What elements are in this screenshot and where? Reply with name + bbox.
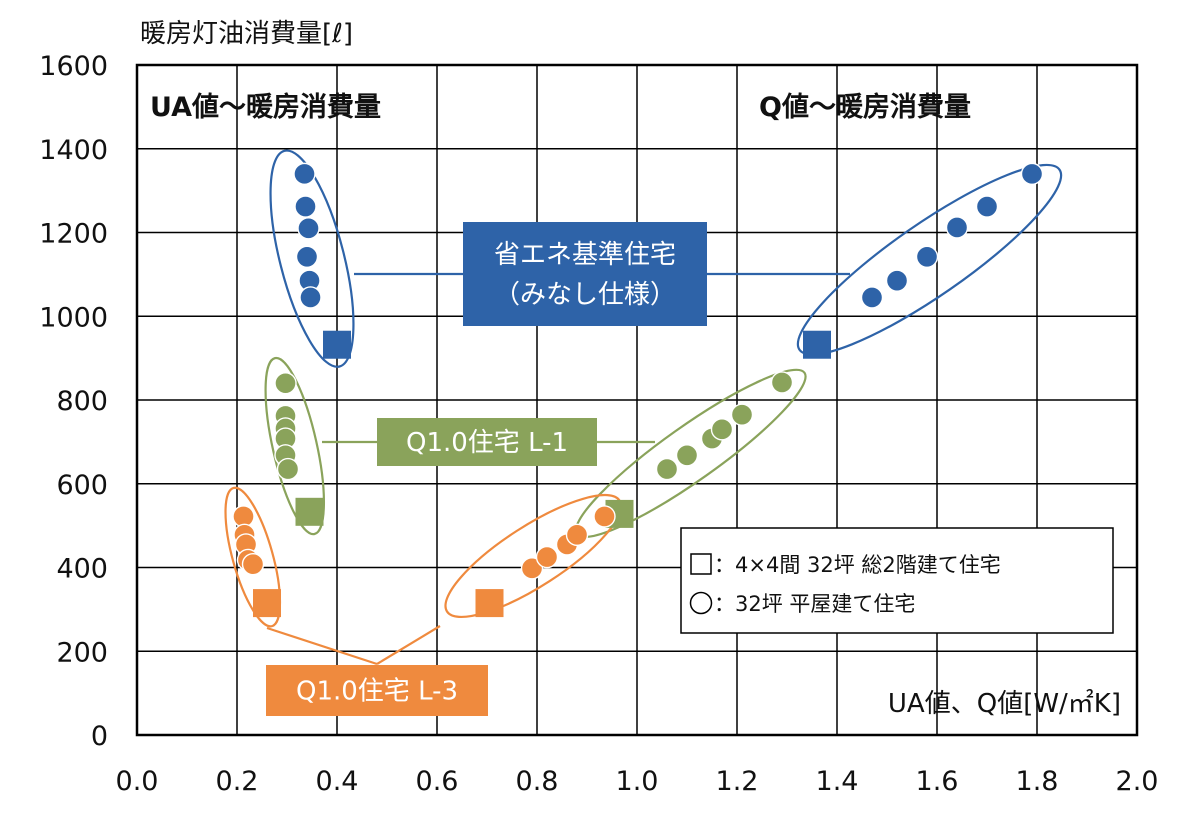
panel-title-right: Q値～暖房消費量 xyxy=(759,92,971,123)
data-point-circle xyxy=(520,557,544,580)
x-tick-label: 2.0 xyxy=(1116,766,1159,797)
data-point-circle xyxy=(295,245,319,268)
connector-orange-left xyxy=(266,626,378,666)
legend: ：4×4間 32坪 総2階建て住宅 ：32坪 平屋建て住宅 xyxy=(680,527,1114,634)
y-tick-label: 1600 xyxy=(39,51,108,82)
y-tick-labels: 0 200 400 600 800 1000 1200 1400 1600 xyxy=(39,51,108,752)
ellipse-blue-ua xyxy=(269,149,355,368)
data-point-circle xyxy=(276,457,300,481)
series-label-boxes: 省エネ基準住宅 （みなし仕様） Q1.0住宅 L-1 Q1.0住宅 L-3 xyxy=(266,222,707,716)
series-label-1: 省エネ基準住宅 （みなし仕様） xyxy=(463,222,707,326)
data-point-circle xyxy=(915,245,939,268)
series-label-2: Q1.0住宅 L-1 xyxy=(377,418,597,466)
data-point-circle xyxy=(293,162,316,186)
x-tick-label: 1.2 xyxy=(716,766,759,797)
data-point-square xyxy=(475,589,504,618)
y-tick-label: 200 xyxy=(56,637,108,668)
y-tick-label: 1200 xyxy=(39,219,108,250)
x-tick-label: 1.8 xyxy=(1016,766,1059,797)
legend-box xyxy=(680,527,1114,634)
panel-title-left: UA値～暖房消費量 xyxy=(150,92,381,123)
data-point-circle xyxy=(1020,162,1044,186)
plot-area-border xyxy=(135,63,1139,737)
connector-orange-right xyxy=(376,625,441,665)
series-label-box xyxy=(463,222,707,326)
ellipse-green-ua xyxy=(264,356,326,536)
data-point-circle xyxy=(294,195,317,218)
data-point-circle xyxy=(675,444,699,467)
legend-entry-1-text: ：4×4間 32坪 総2階建て住宅 xyxy=(714,553,1001,577)
data-point-square xyxy=(323,330,351,359)
ellipse-orange-q xyxy=(444,493,623,619)
data-point-circle xyxy=(730,403,754,426)
y-axis-label: 暖房灯油消費量[ℓ] xyxy=(140,19,353,49)
ellipse-blue-q xyxy=(796,163,1063,356)
legend-entry-2-text: ：32坪 平屋建て住宅 xyxy=(714,592,915,616)
data-point-circle xyxy=(945,216,969,239)
data-point-circle xyxy=(770,371,794,394)
series-label-3: Q1.0住宅 L-3 xyxy=(266,665,488,716)
series-label-text: （みなし仕様） xyxy=(494,280,676,310)
series-label-text: 省エネ基準住宅 xyxy=(494,240,676,270)
data-point-circle xyxy=(299,286,322,309)
data-point-circle xyxy=(975,195,999,218)
data-point-circle xyxy=(297,217,320,240)
x-tick-label: 1.4 xyxy=(816,766,859,797)
y-tick-label: 600 xyxy=(56,470,108,501)
y-tick-label: 400 xyxy=(56,554,108,585)
data-point-circle xyxy=(593,505,616,528)
x-tick-label: 0.6 xyxy=(416,766,459,797)
y-tick-label: 1000 xyxy=(39,302,108,333)
y-tick-label: 800 xyxy=(56,386,108,417)
data-point-circle xyxy=(274,372,297,395)
group-annotations xyxy=(224,149,1063,666)
x-tick-label: 1.0 xyxy=(616,766,659,797)
series-label-text: Q1.0住宅 L-3 xyxy=(296,677,458,707)
series-label-text: Q1.0住宅 L-1 xyxy=(406,428,568,458)
y-tick-label: 1400 xyxy=(39,135,108,166)
x-tick-label: 1.6 xyxy=(916,766,959,797)
ellipse-orange-ua xyxy=(224,486,282,628)
data-marks xyxy=(232,162,1044,618)
data-point-square xyxy=(295,497,324,526)
data-point-circle xyxy=(241,552,265,576)
series-label-box xyxy=(377,418,597,466)
x-tick-labels: 0.0 0.2 0.4 0.6 0.8 1.0 1.2 1.4 1.6 1.8 2.0 xyxy=(116,766,1159,797)
legend-circle-icon xyxy=(689,591,713,615)
x-tick-label: 0.2 xyxy=(216,766,259,797)
x-tick-label: 0.0 xyxy=(116,766,159,797)
y-tick-label: 0 xyxy=(91,721,108,752)
data-point-circle xyxy=(565,523,589,547)
legend-square-icon xyxy=(690,553,712,575)
data-point-circle xyxy=(710,418,734,441)
data-point-circle xyxy=(885,269,909,292)
data-point-circle xyxy=(860,286,884,309)
x-axis-label: UA値、Q値[W/㎡K] xyxy=(888,689,1121,719)
data-point-circle xyxy=(655,457,679,481)
data-point-square xyxy=(253,589,281,618)
x-tick-label: 0.8 xyxy=(516,766,559,797)
data-point-square xyxy=(803,330,831,359)
data-point-circle xyxy=(535,545,559,569)
x-tick-label: 0.4 xyxy=(316,766,359,797)
series-label-box xyxy=(266,665,488,716)
